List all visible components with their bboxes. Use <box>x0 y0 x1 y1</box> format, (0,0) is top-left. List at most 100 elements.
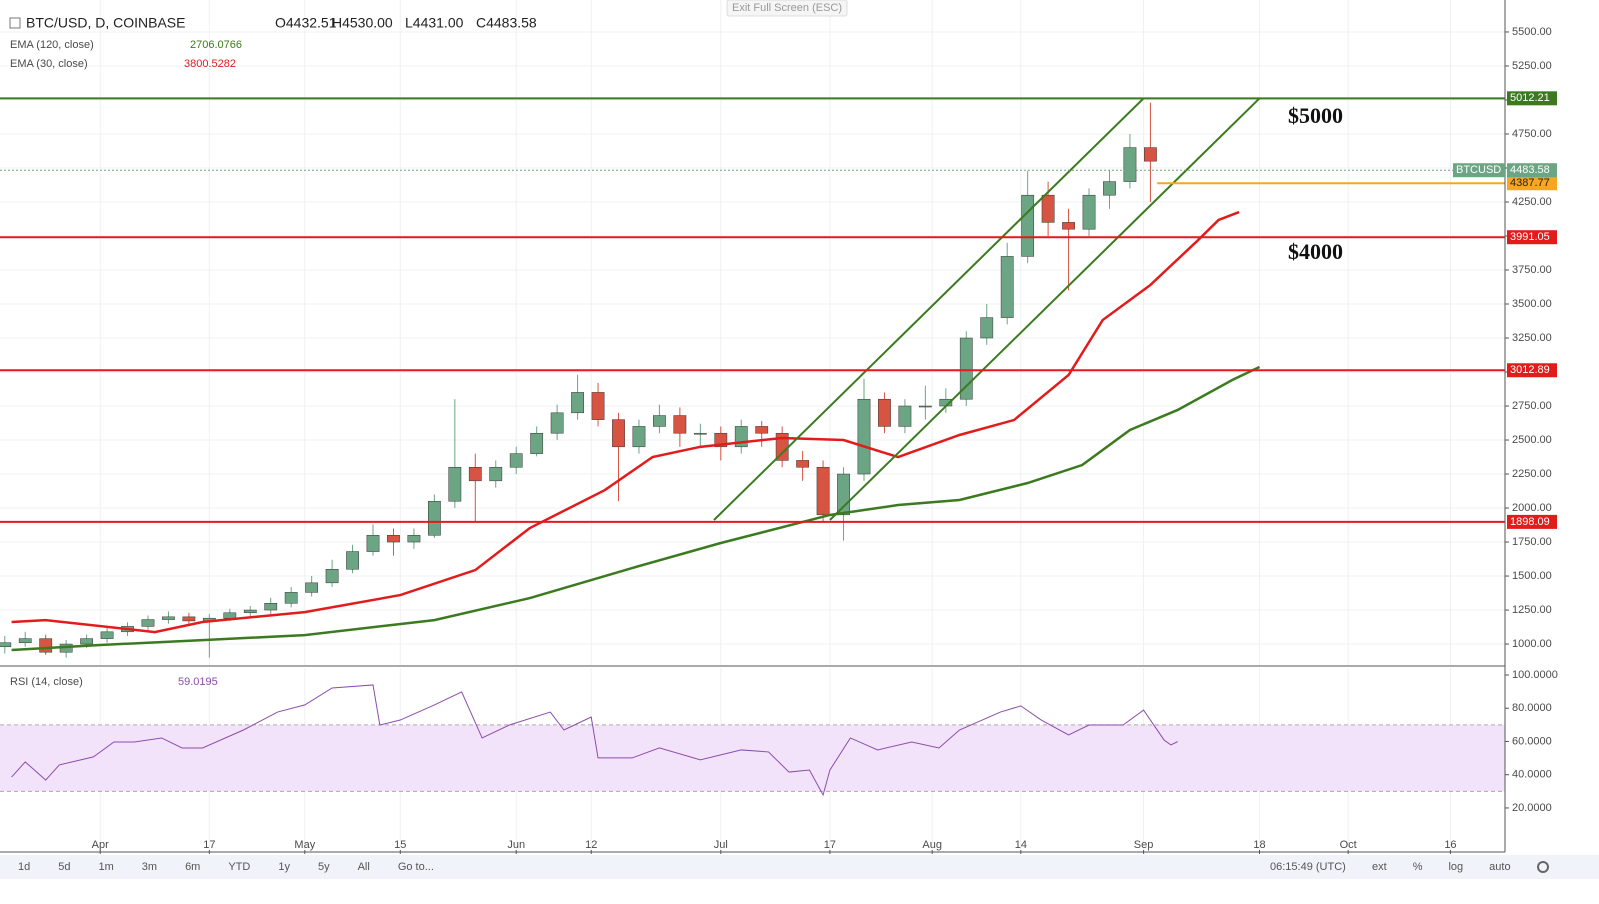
rsi-band <box>0 724 1505 792</box>
exit-fullscreen[interactable] <box>726 0 848 17</box>
x-tick-label: 14 <box>1015 839 1027 851</box>
x-tick-label: Jun <box>507 839 525 851</box>
level-label: 3012.89 <box>1510 364 1550 376</box>
x-tick-label: Oct <box>1340 839 1357 851</box>
ohlc-high: H4530.00 <box>332 15 393 31</box>
candle-body <box>448 466 462 502</box>
candle-body <box>857 398 871 475</box>
candle-body <box>755 426 769 434</box>
toolbar-button[interactable]: 1d <box>18 861 30 873</box>
candle-body <box>325 568 339 584</box>
rsi-line <box>11 684 1178 797</box>
candle-body <box>1000 256 1014 318</box>
last-price-name-box <box>1453 163 1505 178</box>
y-tick-label: 2500.00 <box>1512 434 1552 446</box>
candle-body <box>1103 181 1116 196</box>
x-tick-label: 16 <box>1444 839 1456 851</box>
rsi-name: RSI (14, close) <box>10 676 83 688</box>
clock: 06:15:49 (UTC) <box>1270 861 1346 873</box>
toolbar-toggle[interactable]: ext <box>1372 861 1387 873</box>
toolbar-button[interactable]: 3m <box>142 861 157 873</box>
y-tick-label: 100.0000 <box>1512 669 1558 681</box>
candle-body <box>468 466 482 482</box>
toolbar-toggle[interactable]: auto <box>1489 861 1510 873</box>
toolbar-toggle[interactable]: log <box>1448 861 1463 873</box>
candle-body <box>18 638 32 643</box>
candle-body <box>632 426 646 448</box>
settings-icon[interactable] <box>1537 861 1549 873</box>
last-price-box <box>1507 163 1557 178</box>
x-tick-label: Aug <box>922 839 942 851</box>
candle-body <box>346 551 359 570</box>
candle-body <box>141 619 155 627</box>
candle-body <box>1041 194 1055 223</box>
x-tick-label: 15 <box>394 839 406 851</box>
toolbar-button[interactable]: 1m <box>99 861 114 873</box>
y-tick-label: 2750.00 <box>1512 400 1552 412</box>
y-tick-label: 80.0000 <box>1512 702 1552 714</box>
x-tick-label: Apr <box>92 839 109 851</box>
x-tick-label: 18 <box>1253 839 1265 851</box>
y-tick-label: 5500.00 <box>1512 26 1552 38</box>
toolbar-button[interactable]: Go to... <box>398 861 434 873</box>
x-tick-label: May <box>294 839 315 851</box>
candle-body <box>591 392 605 420</box>
candle-body <box>366 534 380 552</box>
annotation: $4000 <box>1288 239 1343 264</box>
level-label-box <box>1507 91 1557 106</box>
last-price-label: 4483.58 <box>1510 164 1550 176</box>
channel-line <box>829 97 1261 521</box>
candle-body <box>80 638 93 645</box>
bottom-toolbar <box>0 855 1599 879</box>
candle-body <box>1144 147 1157 162</box>
candle-body <box>427 500 441 536</box>
candle-body <box>223 612 237 619</box>
toolbar-button[interactable]: 5y <box>318 861 330 873</box>
ema30-value: 3800.5282 <box>184 58 236 70</box>
candle-body <box>387 534 400 543</box>
candle-body <box>407 534 421 543</box>
candle-body <box>284 592 298 604</box>
toolbar-button[interactable]: YTD <box>228 861 250 873</box>
ohlc-close: C4483.58 <box>476 15 537 31</box>
y-tick-label: 1250.00 <box>1512 604 1552 616</box>
y-tick-label: 40.0000 <box>1512 769 1552 781</box>
level-label: 5012.21 <box>1510 92 1550 104</box>
support-label-box <box>1507 176 1557 191</box>
candle-body <box>673 415 687 434</box>
toolbar-button[interactable]: 1y <box>278 861 290 873</box>
candle-body <box>816 466 830 516</box>
candle-body <box>1021 194 1035 257</box>
toolbar-button[interactable]: 5d <box>58 861 70 873</box>
exit-fullscreen-label: Exit Full Screen (ESC) <box>732 2 842 14</box>
candle-body <box>1082 194 1096 230</box>
last-price-name: BTCUSD <box>1456 164 1501 176</box>
ema-line <box>11 365 1261 652</box>
candle-body <box>550 412 564 434</box>
candle-body <box>1062 222 1075 230</box>
symbol-title: BTC/USD, D, COINBASE <box>26 15 185 31</box>
candle-body <box>653 415 666 427</box>
candle-body <box>1123 147 1137 182</box>
level-label-box <box>1507 363 1557 378</box>
candle-body <box>0 642 12 648</box>
y-tick-label: 5250.00 <box>1512 60 1552 72</box>
toolbar-button[interactable]: 6m <box>185 861 200 873</box>
x-tick-label: 17 <box>203 839 215 851</box>
candle-body <box>796 460 810 468</box>
ohlc-low: L4431.00 <box>405 15 464 31</box>
toolbar-toggle[interactable]: % <box>1413 861 1423 873</box>
candle-body <box>837 473 850 516</box>
ema-line <box>11 210 1240 634</box>
level-label: 3991.05 <box>1510 231 1550 243</box>
candle-body <box>509 453 523 468</box>
level-label-box <box>1507 514 1557 529</box>
candle-body <box>918 405 932 408</box>
toolbar-button[interactable]: All <box>358 861 370 873</box>
annotation: $5000 <box>1288 103 1343 128</box>
candle-body <box>612 419 625 448</box>
y-tick-label: 60.0000 <box>1512 735 1552 747</box>
collapse-icon[interactable] <box>9 17 21 29</box>
y-tick-label: 2000.00 <box>1512 502 1552 514</box>
